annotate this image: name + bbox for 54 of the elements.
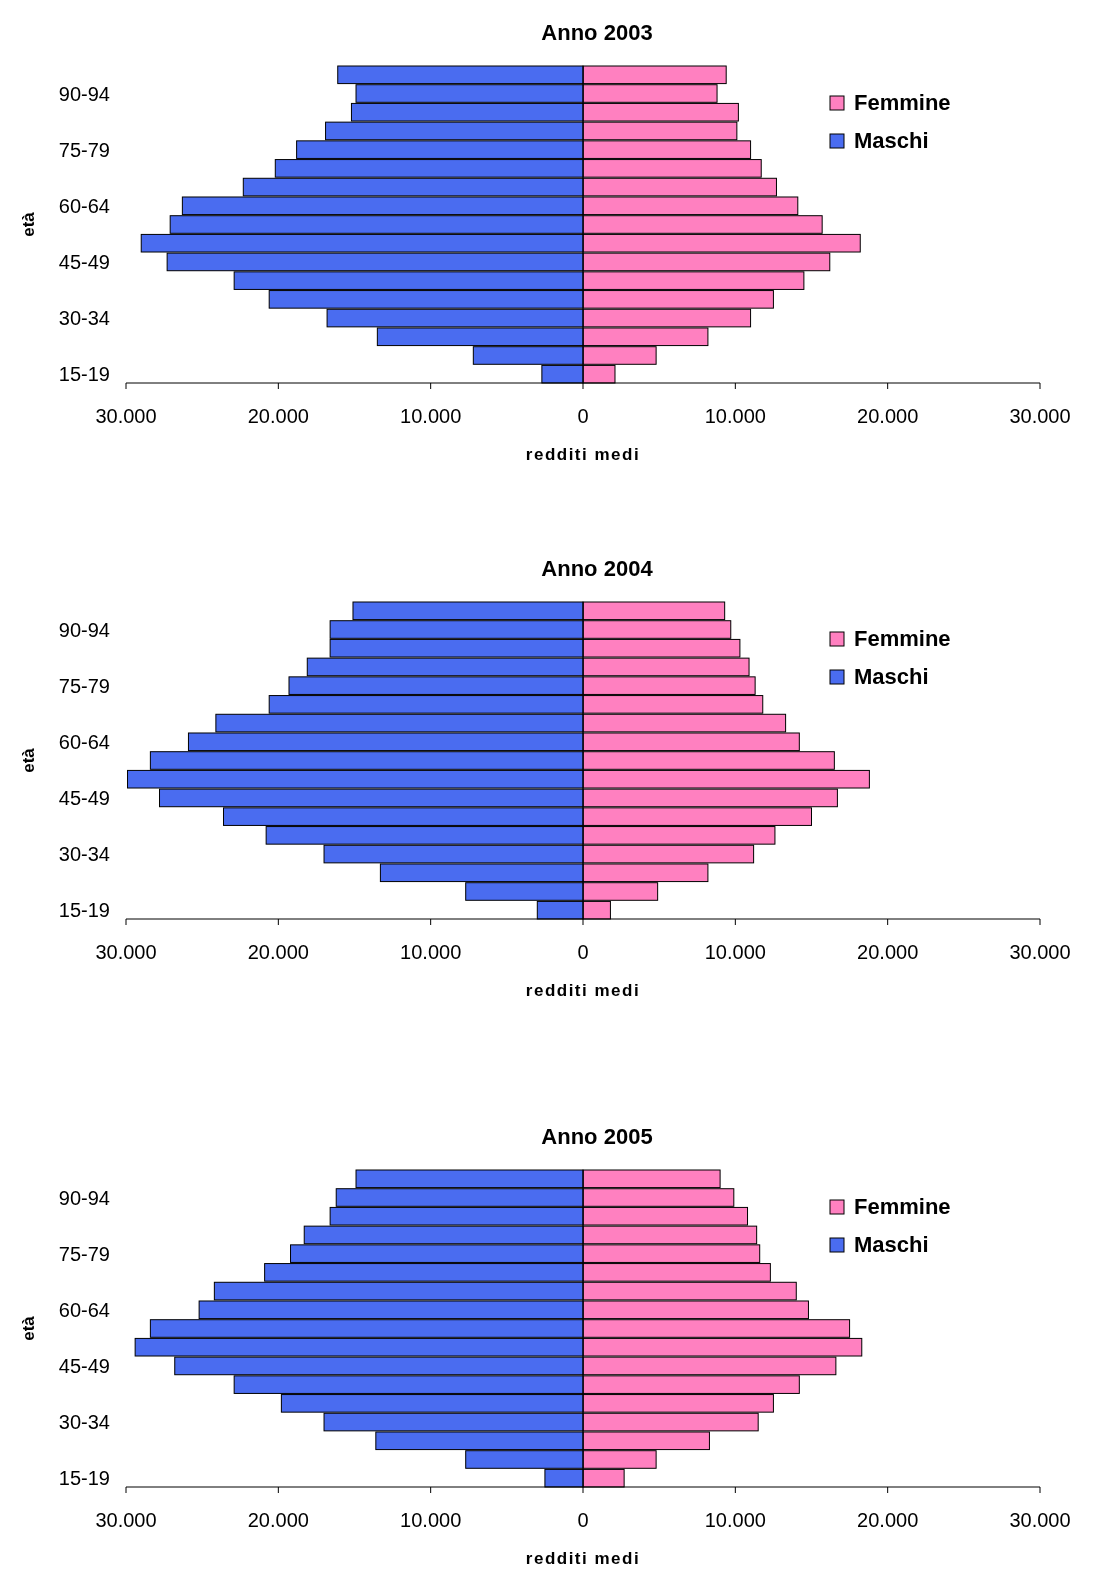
x-tick-label: 10.000 — [400, 941, 462, 963]
x-tick-label: 30.000 — [1009, 941, 1071, 963]
y-tick-label: 45-49 — [58, 786, 110, 809]
x-axis-title: redditi medi — [525, 445, 641, 464]
x-tick-label: 30.000 — [1009, 1509, 1071, 1531]
y-tick-label: 30-34 — [58, 1411, 110, 1434]
y-axis-title: età — [19, 747, 38, 773]
legend-label: Femmine — [854, 626, 951, 651]
x-tick-label: 20.000 — [857, 405, 919, 427]
x-tick-label: 10.000 — [704, 941, 766, 963]
y-tick-label: 30-34 — [58, 843, 110, 866]
y-tick-label: 45-49 — [58, 250, 110, 273]
x-tick-label: 20.000 — [857, 941, 919, 963]
legend-label: Femmine — [854, 1194, 951, 1219]
legend-label: Maschi — [854, 128, 929, 153]
y-tick-label: 60-64 — [58, 730, 110, 753]
y-tick-label: 75-79 — [58, 138, 110, 161]
y-tick-label: 90-94 — [58, 618, 110, 641]
y-tick-label: 30-34 — [58, 307, 110, 330]
x-tick-label: 10.000 — [400, 1509, 462, 1531]
chart-title: Anno 2003 — [541, 20, 653, 45]
y-tick-label: 15-19 — [58, 899, 110, 922]
y-tick-label: 15-19 — [58, 1467, 110, 1490]
x-tick-label: 30.000 — [1009, 405, 1071, 427]
x-tick-label: 0 — [577, 941, 589, 963]
y-tick-label: 60-64 — [58, 1298, 110, 1321]
y-tick-label: 90-94 — [58, 1186, 110, 1209]
x-tick-label: 20.000 — [247, 405, 309, 427]
y-tick-label: 90-94 — [58, 82, 110, 105]
x-tick-label: 0 — [577, 1509, 589, 1531]
x-axis-title: redditi medi — [525, 981, 641, 1000]
chart-title: Anno 2004 — [541, 556, 654, 581]
x-tick-label: 30.000 — [95, 405, 157, 427]
x-tick-label: 20.000 — [247, 941, 309, 963]
legend-label: Femmine — [854, 90, 951, 115]
x-tick-label: 30.000 — [95, 1509, 157, 1531]
x-tick-label: 10.000 — [704, 1509, 766, 1531]
x-axis-title: redditi medi — [525, 1549, 641, 1568]
y-tick-label: 45-49 — [58, 1354, 110, 1377]
x-tick-label: 0 — [577, 405, 589, 427]
x-tick-label: 20.000 — [247, 1509, 309, 1531]
legend-label: Maschi — [854, 1232, 929, 1257]
y-tick-label: 15-19 — [58, 363, 110, 386]
x-tick-label: 10.000 — [400, 405, 462, 427]
x-tick-label: 10.000 — [704, 405, 766, 427]
x-tick-label: 20.000 — [857, 1509, 919, 1531]
y-axis-title: età — [19, 1315, 38, 1341]
y-axis-title: età — [19, 211, 38, 237]
y-tick-label: 60-64 — [58, 194, 110, 217]
y-tick-label: 75-79 — [58, 674, 110, 697]
x-tick-label: 30.000 — [95, 941, 157, 963]
y-tick-label: 75-79 — [58, 1242, 110, 1265]
chart-title: Anno 2005 — [541, 1124, 653, 1149]
legend-label: Maschi — [854, 664, 929, 689]
